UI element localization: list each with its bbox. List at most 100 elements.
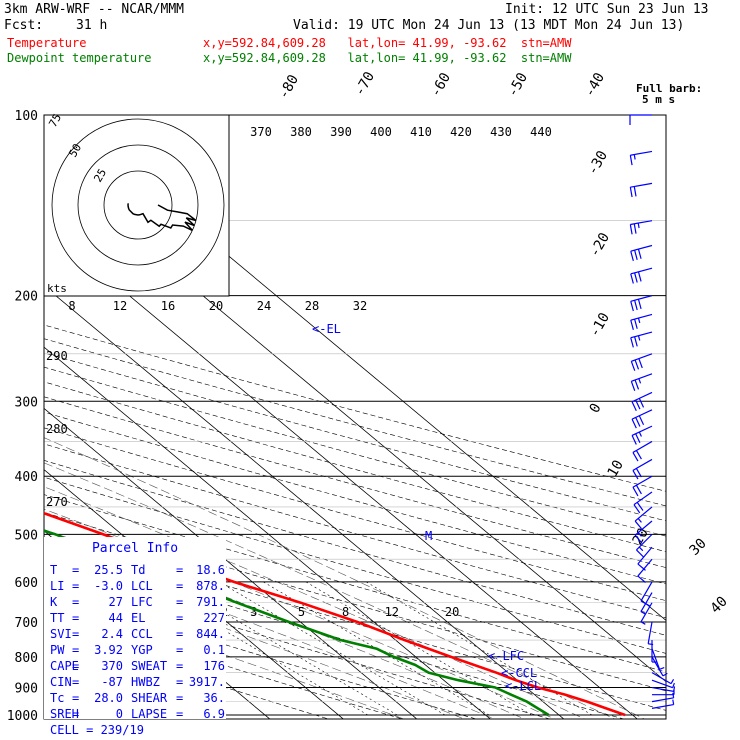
isotherm-label: 40 [708, 594, 731, 617]
pressure-tick-400: 400 [15, 470, 38, 485]
wind-barb-flag [635, 450, 642, 460]
mixing-ratio-label: 12 [385, 605, 399, 619]
theta-e-label: 280 [46, 422, 68, 436]
wind-barb-flag [633, 223, 637, 234]
wind-barb-staff [630, 313, 653, 321]
pressure-tick-1000: 1000 [7, 709, 38, 724]
hodograph-ring-label: 75 [46, 112, 64, 130]
parcel-label: HWBZ [131, 675, 160, 689]
mixing-ratio-line [171, 581, 398, 716]
wind-barb-flag [638, 358, 643, 369]
wind-barb-flag [631, 418, 637, 429]
wind-barb-flag [632, 470, 639, 480]
hodograph-ring [51, 118, 225, 292]
parcel-label: EL [131, 611, 145, 625]
moist-adiabat [44, 486, 586, 719]
wind-barb-flag [630, 273, 634, 284]
parcel-equals: = [72, 579, 79, 593]
isotherm-label: 0 [587, 401, 605, 416]
parcel-label: PW [50, 643, 65, 657]
wind-barb-staff [630, 244, 653, 252]
parcel-value: 28.0 [94, 691, 123, 705]
mixing-ratio-label: 20 [445, 605, 459, 619]
pressure-tick-200: 200 [15, 290, 38, 305]
wind-barb-flag [634, 520, 643, 530]
wind-barb-half-flag [638, 546, 644, 552]
wind-barb-staff [651, 697, 674, 703]
wind-barb-half-flag [637, 532, 642, 537]
lfc-marker: <-LFC [488, 649, 524, 663]
wind-barb-flag [637, 299, 642, 310]
wind-barb-half-flag [637, 222, 640, 229]
parcel-label: CIN [50, 675, 72, 689]
wind-barb-staff [631, 425, 653, 436]
parcel-label: K [50, 595, 58, 609]
pressure-tick-100: 100 [15, 109, 38, 124]
wind-barb-staff [632, 458, 653, 471]
parcel-value: 227 [203, 611, 225, 625]
wind-barb-flag [635, 399, 641, 410]
hodograph-ring [103, 170, 173, 240]
isotherm-label: -40 [582, 70, 609, 100]
wind-barb-flag [635, 484, 642, 495]
isotherm [44, 469, 344, 719]
level-markers: <-EL <-LFC <-CCL<-LCL M [312, 322, 541, 693]
wind-barb-flag [637, 248, 642, 259]
wind-barb-flag [638, 398, 645, 408]
wind-barb-half-flag [670, 679, 675, 684]
wind-barb-flag [637, 575, 646, 583]
parcel-equals: = [176, 611, 183, 625]
wind-barb-staff [633, 491, 653, 506]
isotherm-label: -20 [587, 230, 614, 260]
wind-barb-half-flag [672, 692, 675, 698]
isotherm-label: -10 [587, 310, 614, 340]
wind-barb-staff [647, 621, 653, 644]
wind-barb-staff [651, 686, 674, 692]
dry-adiabat [44, 588, 478, 719]
parcel-label: CAPE [50, 659, 79, 673]
temperature-location: x,y=592.84,609.28 lat,lon= 41.99, -93.62… [203, 36, 572, 50]
isotherm-label: -50 [505, 70, 532, 100]
theta-label: 430 [490, 125, 512, 139]
parcel-value: 36. [203, 691, 225, 705]
parcel-equals: = [176, 659, 183, 673]
wind-barb-flag [632, 486, 639, 497]
wind-barb-half-flag [633, 154, 636, 160]
parcel-label: Td [131, 563, 145, 577]
wind-barb-flag [634, 318, 638, 329]
wind-barb-staff [651, 672, 672, 685]
mixing-ratio-label: 8 [342, 605, 349, 619]
parcel-equals: = [176, 643, 183, 657]
wind-barb-half-flag [640, 621, 646, 625]
wind-barb-staff [651, 703, 674, 709]
hodograph-speed-label: 20 [209, 299, 223, 313]
wind-barb-half-flag [637, 518, 642, 523]
theta-label: 390 [330, 125, 352, 139]
parcel-value: 3.92 [94, 643, 123, 657]
wind-barb-half-flag [640, 611, 646, 615]
hodograph-speed-label: 16 [161, 299, 175, 313]
parcel-equals: = [72, 707, 79, 721]
parcel-value: 3917. [189, 675, 225, 689]
wind-barb-staff [640, 592, 653, 612]
parcel-value: 2.4 [101, 627, 123, 641]
wind-barb-staff [630, 182, 653, 188]
wind-barb-flag [634, 272, 638, 283]
theta-label: 370 [250, 125, 272, 139]
parcel-equals: = [72, 627, 79, 641]
wind-barb-half-flag [638, 378, 642, 384]
mixing-ratio-label: 5 [298, 605, 305, 619]
mixing-ratio-line [141, 581, 369, 716]
parcel-value: 6.9 [203, 707, 225, 721]
pressure-tick-600: 600 [15, 576, 38, 591]
wind-barb-flag [635, 433, 641, 444]
hodograph-unit: kts [47, 282, 67, 295]
wind-barb-flag [632, 452, 639, 462]
parcel-equals: = [72, 659, 79, 673]
parcel-label: SHEAR [131, 691, 168, 705]
parcel-label: LFC [131, 595, 153, 609]
dewpoint-location: x,y=592.84,609.28 lat,lon= 41.99, -93.62… [203, 51, 572, 65]
isotherm-label: 30 [687, 536, 710, 559]
parcel-equals: = [72, 643, 79, 657]
